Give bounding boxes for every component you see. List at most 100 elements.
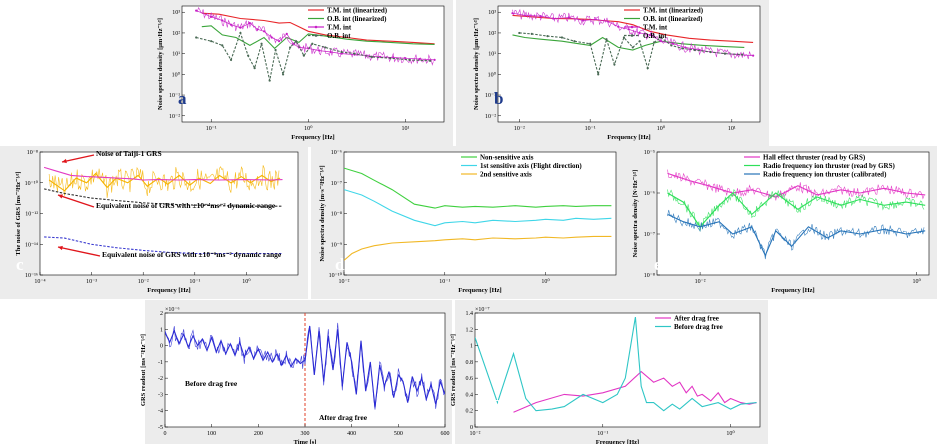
series-after-drag-free [513,370,757,413]
series-line [475,317,757,412]
series-line [165,325,445,408]
series-non-sensitive-axis [344,167,612,209]
chart-c: 10⁻⁴ 10⁻³ 10⁻² 10⁻¹ 10⁰ 10⁻¹⁶ 10⁻¹⁴ 10⁻¹² 10⁻¹⁰ 1… [15,149,299,294]
y-tick-label: 10² [172,31,180,37]
x-tick-label: 100 [207,431,216,437]
legend-label: 1st sensitive axis (Flight direction) [480,162,582,170]
panel-letter: b [494,89,503,108]
y-tick-label: 10⁻¹⁴ [25,242,38,248]
series-point [617,25,620,28]
series-line [43,188,283,207]
series-line [344,189,612,227]
series-point [646,67,649,70]
y-tick-label: 10¹ [488,52,496,58]
series-point [318,49,321,52]
y-tick-label: 10⁰ [488,71,497,78]
y-tick-label: 10⁻¹⁰ [25,180,39,187]
series-line [512,12,754,57]
legend: T.M. int (linearized)O.B. int (linearize… [624,6,704,40]
series-point [281,73,285,76]
series-point [653,41,656,44]
series-line [667,213,926,257]
series--10-ms- [44,236,283,255]
y-tick-label: 10⁻⁵ [644,150,655,156]
x-tick-label: 10⁻³ [86,279,97,285]
series-o-b-int-linearized- [201,25,435,50]
series-line [344,167,612,209]
panel-f: 0 100 200 300 400 500 600 -5 -4 -3 -2 -1 0 1 2 Time [s]… [140,300,452,444]
series-point [353,52,356,55]
panel-letter: c [16,255,24,274]
x-tick-label: 10⁻² [695,279,706,285]
x-tick-label: 500 [394,431,403,437]
series-line [667,172,926,198]
axes-frame [181,5,445,123]
y-tick-label: 1.4 [466,311,474,317]
series-point [613,63,616,66]
annotation: Before drag free [185,379,238,388]
series-point [523,14,527,17]
y-exponent-label: ×10⁻⁶ [165,307,180,313]
y-tick-label: -1 [158,360,163,366]
series--10-ms- [43,188,283,207]
plot-area-d: 10⁻² 10⁻¹ 10⁰ 10⁻¹⁰ 10⁻⁹ 10⁻⁸ 10⁻⁷ 10⁻⁶ Frequenc… [319,150,617,294]
x-tick-label: 10⁻⁴ [34,279,45,285]
x-tick-label: 200 [254,431,263,437]
y-tick-label: 10⁻¹⁰ [329,272,343,279]
panel-e: 10⁻² 10⁰ 10⁻⁸ 10⁻⁷ 10⁻⁶ 10⁻⁵ Frequency [Hz] Noi… [624,146,937,299]
chart-d: 10⁻² 10⁻¹ 10⁰ 10⁻¹⁰ 10⁻⁹ 10⁻⁸ 10⁻⁷ 10⁻⁶ Frequenc… [319,150,617,294]
x-axis-title: Frequency [Hz] [291,134,334,141]
series-radio-frequency-ion-thruster-calibrated- [667,209,926,260]
series-point [404,57,407,60]
x-tick-label: 10⁻² [138,279,149,285]
series-line [44,236,283,255]
legend-label: O.B. int (linearized) [327,15,387,23]
series-group [165,313,445,427]
series-point [248,21,251,25]
annotation: After drag free [319,413,368,422]
y-axis-title: Noise spectra density [μm·Hz⁻¹⁄²] [157,18,164,110]
x-tick-label: 600 [441,431,450,437]
y-tick-label: -2 [158,376,163,382]
y-axis-title: GRS readout [ms⁻²Hz⁻¹⁄²] [140,334,147,406]
series-before-drag-free [475,317,757,412]
series-1st-sensitive-axis-flight-direction- [344,189,612,227]
series-group [511,8,755,76]
series-taiji-1-grs [43,166,283,181]
y-tick-label: 10⁻⁸ [644,273,655,279]
series-point [408,58,411,61]
x-axis-title: Frequency [Hz] [607,134,650,141]
legend-label: O.B. int [327,32,351,40]
series-point [277,40,281,43]
x-tick-label: 10¹ [401,126,409,132]
plot-area-e: 10⁻² 10⁰ 10⁻⁸ 10⁻⁷ 10⁻⁶ 10⁻⁵ Frequency [Hz] Noi… [632,150,930,294]
y-tick-label: 0.6 [466,376,474,382]
series-t-m-int-linearized- [201,12,435,45]
series-point [429,59,432,62]
series-point [239,26,242,29]
series-line [201,25,435,50]
panel-g: 10⁻² 10⁻¹ 10⁰ 0 0.2 0.4 0.6 0.8 1 1.2 1.4 Frequency… [450,300,768,444]
series-point [597,73,600,76]
series-group [43,165,283,255]
x-tick-label: 10¹ [728,126,736,132]
series-point [659,40,663,43]
x-tick-label: 300 [301,431,310,437]
series-point [631,46,634,49]
series-point [221,19,224,22]
series-point [539,15,542,18]
series-point [274,48,277,52]
x-tick-label: 10⁰ [726,430,735,437]
y-tick-label: -5 [158,425,163,431]
axes-frame [343,151,617,276]
series-group [195,7,436,82]
annotation: Equivalent noise of GRS with ±10⁻⁶ms⁻² d… [102,250,282,259]
x-axis-title: Time [s] [294,439,317,444]
x-tick-label: 10⁰ [912,278,921,285]
series-line [667,192,926,228]
annotation: Noise of Taiji-1 GRS [96,149,162,158]
y-tick-label: -3 [158,392,163,398]
series-point [681,47,684,50]
y-tick-label: 0 [160,344,163,350]
